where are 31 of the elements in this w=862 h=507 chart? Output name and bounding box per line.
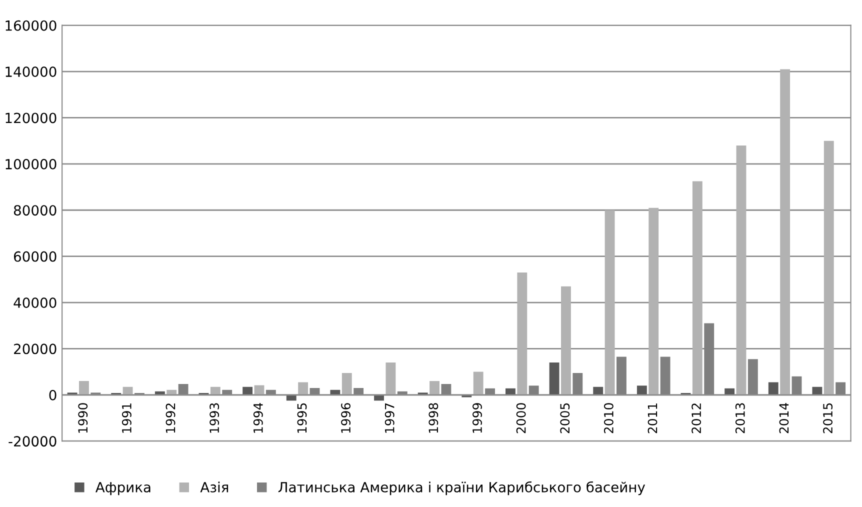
y-tick-label: 20000 [14, 344, 56, 354]
y-tick-label: 160000 [6, 20, 56, 31]
x-tick-label: 1998 [428, 403, 438, 433]
x-tick-label: 1992 [166, 404, 176, 433]
x-tick-label: 2011 [648, 403, 658, 434]
x-tick-label: 2013 [735, 403, 745, 434]
x-tick-label: 1990 [78, 403, 88, 433]
x-tick-label: 1994 [253, 402, 263, 433]
x-tick-label: 1993 [210, 403, 220, 433]
x-tick-label: 2010 [604, 403, 614, 434]
y-tick-label: 120000 [6, 112, 56, 124]
x-tick-label: 1991 [122, 403, 132, 433]
x-tick-label: 2000 [516, 403, 526, 434]
x-tick-label: 2014 [779, 402, 789, 434]
y-tick-label: 80000 [14, 205, 56, 216]
y-tick-label: 100000 [6, 158, 56, 170]
y-tick-label: 60000 [14, 251, 56, 262]
y-tick-label: 140000 [6, 66, 56, 78]
legend-label: Латинська Америка і країни Карибського басейну [278, 481, 646, 496]
legend-label: Африка [96, 482, 150, 496]
x-tick-label: 2005 [560, 403, 570, 434]
x-tick-label: 1996 [341, 403, 351, 433]
x-tick-label: 1999 [472, 403, 482, 433]
x-tick-label: 2015 [823, 403, 833, 434]
y-tick-label: 40000 [14, 297, 56, 308]
y-tick-label: 0 [49, 390, 56, 400]
x-tick-label: 2012 [692, 404, 702, 434]
x-tick-label: 1995 [297, 403, 307, 433]
legend-label: Азія [200, 482, 228, 492]
y-tick-label: -20000 [8, 436, 56, 447]
x-tick-label: 1997 [384, 403, 394, 433]
